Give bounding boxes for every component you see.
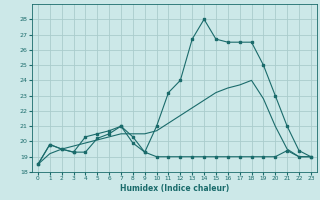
X-axis label: Humidex (Indice chaleur): Humidex (Indice chaleur) <box>120 184 229 193</box>
